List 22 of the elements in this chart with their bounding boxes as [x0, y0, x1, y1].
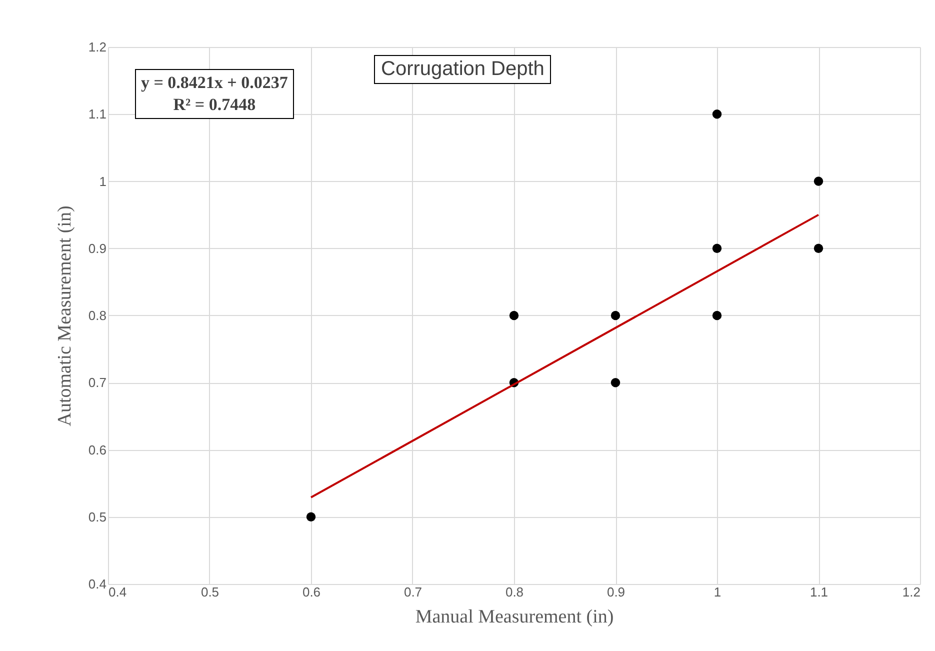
- x-axis-title: Manual Measurement (in): [415, 606, 614, 628]
- x-tick-label: 1.1: [810, 584, 828, 600]
- y-tick-label: 1: [99, 174, 106, 189]
- x-tick-label: 0.5: [200, 584, 220, 600]
- y-tick-label: 0.5: [88, 509, 106, 524]
- x-tick-label: 0.6: [302, 584, 321, 600]
- y-axis-title: Automatic Measurement (in): [54, 206, 76, 426]
- x-tick-label: 0.4: [108, 584, 127, 600]
- y-tick-label: 0.8: [88, 308, 106, 323]
- x-tick-label: 1: [714, 584, 722, 600]
- y-tick-label: 1.2: [88, 40, 106, 54]
- x-tick-label: 1.2: [902, 584, 920, 600]
- y-tick-label: 0.7: [88, 375, 106, 390]
- x-tick-label: 0.8: [505, 584, 524, 600]
- y-tick-label: 0.9: [88, 240, 106, 256]
- annotation: R² = 0.7448: [172, 94, 257, 116]
- x-tick-label: 0.7: [404, 584, 422, 600]
- x-tick-label: 0.9: [606, 584, 626, 600]
- y-tick-label: 1.1: [88, 106, 106, 122]
- annotation: y = 0.8421x + 0.0237: [141, 72, 288, 94]
- y-tick-label: 0.6: [88, 442, 106, 458]
- text: Corrugation Depth: [374, 55, 552, 84]
